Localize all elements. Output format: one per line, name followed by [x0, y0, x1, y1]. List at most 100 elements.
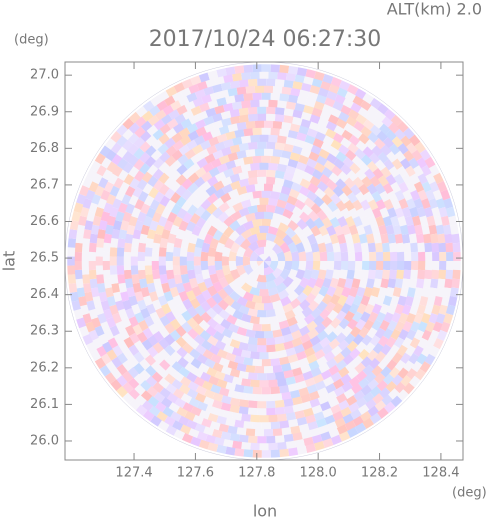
echo-cell	[333, 224, 345, 236]
echo-cell	[305, 69, 317, 79]
echo-cell	[333, 286, 345, 298]
echo-cell	[268, 134, 278, 143]
echo-cell	[279, 384, 290, 394]
echo-cell	[245, 364, 256, 374]
chart-title: 2017/10/24 06:27:30	[149, 27, 382, 52]
echo-cell	[303, 407, 314, 418]
echo-cell	[448, 296, 458, 307]
echo-cell	[308, 360, 320, 371]
echo-cell	[165, 242, 175, 253]
echo-cell	[141, 400, 154, 412]
echo-cell	[252, 323, 262, 332]
echo-cell	[379, 207, 390, 219]
echo-cell	[273, 275, 286, 287]
echo-cell	[139, 130, 152, 143]
echo-cell	[206, 175, 219, 187]
echo-cell	[89, 233, 98, 244]
echo-cell	[105, 149, 117, 162]
echo-cell	[92, 215, 102, 227]
echo-cell	[391, 135, 404, 148]
echo-cell	[333, 251, 342, 262]
echo-cell	[263, 211, 274, 220]
echo-cell	[268, 197, 279, 207]
echo-cell	[79, 206, 90, 218]
echo-cell	[81, 274, 91, 284]
echo-cell	[302, 225, 314, 238]
echo-cell	[293, 284, 306, 297]
echo-cell	[135, 105, 148, 118]
echo-cell	[238, 206, 250, 218]
echo-cell	[302, 284, 314, 297]
echo-cell	[250, 379, 260, 388]
echo-cell	[337, 170, 350, 183]
echo-cell	[265, 232, 277, 243]
echo-cell	[98, 219, 108, 231]
echo-cell	[242, 291, 254, 302]
echo-cell	[236, 427, 247, 436]
echo-cell	[212, 180, 225, 192]
echo-cell	[200, 242, 211, 253]
echo-cell	[329, 233, 340, 245]
echo-cell	[369, 124, 382, 136]
echo-cell	[333, 157, 346, 170]
echo-cell	[337, 339, 350, 352]
echo-cell	[266, 141, 276, 150]
echo-cell	[232, 309, 244, 321]
echo-cell	[118, 229, 128, 240]
echo-cell	[362, 118, 375, 131]
echo-cell	[247, 308, 258, 318]
echo-cell	[338, 318, 351, 330]
echo-cell	[400, 157, 412, 170]
echo-cell	[282, 233, 295, 246]
echo-cell	[306, 353, 318, 365]
echo-cell	[208, 166, 221, 178]
echo-cell	[277, 221, 290, 233]
echo-cell	[229, 404, 240, 414]
echo-cell	[136, 299, 147, 311]
echo-cell	[274, 106, 285, 116]
echo-cell	[76, 224, 86, 235]
echo-cell	[166, 299, 178, 311]
echo-cell	[222, 225, 235, 238]
echo-cell	[305, 260, 314, 271]
echo-cell	[294, 373, 305, 384]
echo-cell	[233, 276, 246, 289]
echo-cell	[337, 215, 349, 228]
echo-cell	[437, 233, 446, 244]
echo-cell	[207, 442, 219, 452]
echo-cell	[194, 304, 206, 317]
echo-cell	[411, 360, 423, 373]
echo-cell	[417, 269, 426, 280]
echo-cell	[128, 177, 140, 190]
echo-cell	[122, 392, 135, 405]
echo-cell	[344, 278, 354, 289]
echo-cell	[116, 385, 128, 398]
echo-cell	[142, 182, 154, 195]
echo-cell	[163, 219, 174, 232]
echo-cell	[199, 371, 212, 383]
echo-cell	[381, 242, 391, 253]
y-tick-label: 26.7	[30, 177, 59, 192]
echo-cell	[341, 129, 354, 141]
echo-cell	[327, 309, 339, 322]
echo-cell	[187, 380, 199, 392]
echo-cell	[276, 250, 286, 262]
echo-cell	[221, 327, 234, 339]
echo-cell	[256, 281, 267, 290]
echo-cell	[401, 233, 411, 244]
echo-cell	[127, 344, 140, 357]
echo-cell	[332, 410, 344, 422]
echo-cell	[81, 238, 91, 248]
echo-cell	[227, 425, 238, 435]
echo-cell	[139, 369, 151, 382]
echo-cell	[411, 295, 422, 307]
echo-cell	[225, 314, 238, 326]
echo-cell	[277, 135, 288, 144]
echo-cell	[311, 168, 324, 180]
echo-cell	[180, 321, 193, 334]
echo-cell	[325, 120, 338, 132]
echo-cell	[243, 64, 254, 73]
echo-cell	[381, 269, 391, 280]
echo-cell	[287, 290, 300, 303]
echo-cell	[326, 90, 338, 101]
